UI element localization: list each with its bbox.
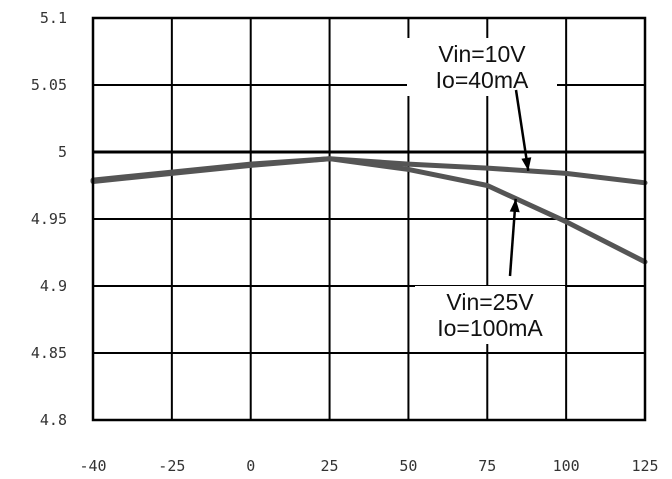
x-tick-label: 0 xyxy=(246,457,255,475)
y-tick-label: 5.1 xyxy=(40,9,67,27)
annotation-text: Vin=25V xyxy=(446,289,534,315)
y-tick-labels: 4.8 4.85 4.9 4.95 5 5.05 5.1 xyxy=(31,9,67,429)
annotation-text: Vin=10V xyxy=(438,41,526,67)
series-layer xyxy=(90,156,648,265)
x-tick-labels: -40 -25 0 25 50 75 100 125 xyxy=(79,457,658,475)
y-tick-label: 4.8 xyxy=(40,411,67,429)
annotation-text: Io=100mA xyxy=(437,315,543,341)
annotation-background xyxy=(407,38,557,96)
x-tick-label: 50 xyxy=(399,457,417,475)
x-tick-label: 100 xyxy=(553,457,580,475)
y-tick-label: 4.95 xyxy=(31,210,67,228)
x-tick-label: 125 xyxy=(631,457,658,475)
annotation-leader-line xyxy=(514,89,530,171)
x-tick-label: 75 xyxy=(478,457,496,475)
series-line-1 xyxy=(90,156,648,265)
annotation-arrowhead xyxy=(509,198,520,213)
x-tick-label: -40 xyxy=(79,457,106,475)
x-tick-label: -25 xyxy=(158,457,185,475)
annotation-background xyxy=(415,286,565,344)
y-tick-label: 4.85 xyxy=(31,344,67,362)
y-tick-label: 5 xyxy=(58,143,67,161)
y-tick-label: 4.9 xyxy=(40,277,67,295)
annotation-text: Io=40mA xyxy=(436,67,529,93)
plot-frame xyxy=(91,16,647,422)
y-tick-label: 5.05 xyxy=(31,76,67,94)
annotation-arrowhead xyxy=(521,157,532,171)
x-tick-label: 25 xyxy=(321,457,339,475)
